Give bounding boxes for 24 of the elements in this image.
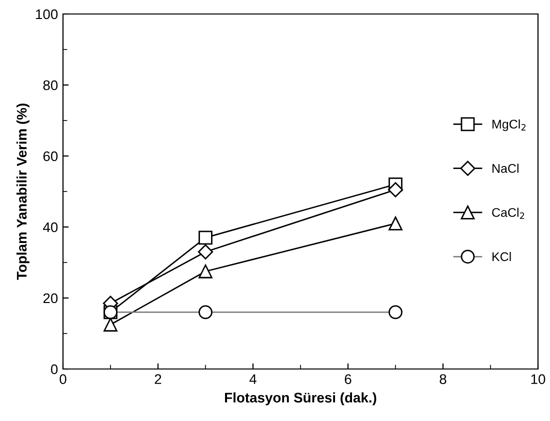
legend-label: CaCl$_{2}$: [492, 208, 524, 219]
x-tick-label: 2: [154, 374, 162, 384]
x-tick-label: 6: [344, 374, 352, 384]
x-axis-title: Flotasyon Süresi (dak.): [225, 392, 376, 406]
y-axis-title: Toplam Yanabilir Verim (%): [16, 104, 30, 280]
point: [104, 318, 118, 332]
x-tick-label: 8: [440, 374, 446, 384]
point: [198, 264, 212, 278]
y-tick-label: 0: [50, 364, 58, 374]
y-tick-label: 60: [43, 151, 58, 162]
y-tick-label: 20: [43, 293, 58, 304]
point: [388, 182, 404, 198]
y-tick-label: 80: [43, 80, 58, 90]
point: [388, 216, 402, 230]
legend-label: MgCl$_{2}$: [492, 119, 526, 132]
x-tick-label: 4: [249, 374, 256, 384]
x-tick-label: 10: [531, 374, 546, 384]
point: [198, 244, 214, 260]
legend-label: KCl: [492, 252, 511, 262]
y-tick-label: 100: [36, 9, 58, 20]
point: [198, 230, 212, 245]
y-tick-label: 40: [43, 222, 58, 232]
x-tick-label: 0: [60, 374, 66, 384]
legend-label: NaCl: [492, 164, 518, 173]
